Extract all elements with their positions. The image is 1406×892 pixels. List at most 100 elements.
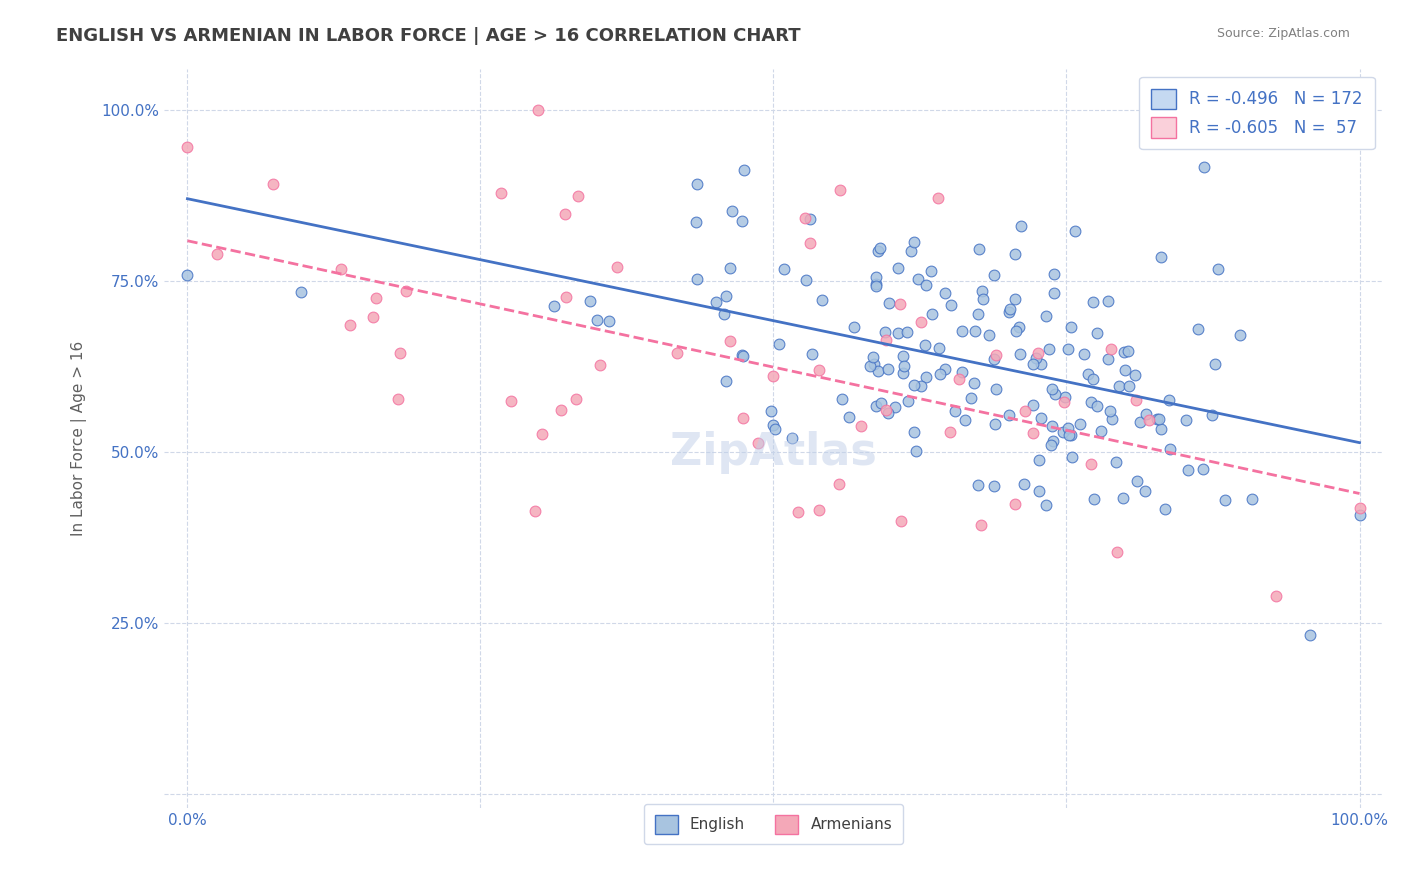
Point	[565, 392, 588, 407]
Point	[929, 367, 952, 381]
Point	[1157, 392, 1180, 407]
Y-axis label: In Labor Force | Age > 16: In Labor Force | Age > 16	[72, 341, 87, 536]
Point	[910, 315, 932, 329]
Point	[731, 349, 754, 363]
Point	[1052, 395, 1074, 409]
Point	[905, 444, 928, 458]
Point	[1035, 309, 1057, 323]
Point	[747, 436, 769, 450]
Point	[1083, 295, 1105, 310]
Point	[731, 348, 754, 362]
Point	[873, 326, 896, 340]
Point	[1192, 161, 1215, 175]
Point	[1069, 417, 1091, 431]
Point	[875, 402, 897, 417]
Point	[1005, 325, 1028, 339]
Point	[1022, 426, 1045, 441]
Point	[1073, 347, 1095, 361]
Point	[713, 307, 735, 321]
Point	[550, 402, 572, 417]
Point	[984, 382, 1007, 396]
Point	[567, 188, 589, 202]
Point	[526, 103, 548, 117]
Point	[1010, 347, 1032, 361]
Point	[1146, 411, 1168, 425]
Point	[896, 325, 918, 339]
Point	[262, 177, 284, 191]
Point	[948, 372, 970, 386]
Point	[939, 425, 962, 439]
Point	[1039, 438, 1062, 452]
Point	[838, 409, 860, 424]
Point	[941, 298, 963, 312]
Point	[1057, 427, 1080, 442]
Point	[979, 327, 1001, 342]
Point	[862, 350, 884, 364]
Point	[531, 426, 554, 441]
Point	[891, 367, 914, 381]
Point	[966, 478, 988, 492]
Point	[1008, 320, 1031, 334]
Point	[686, 178, 709, 192]
Point	[1010, 219, 1032, 234]
Point	[828, 183, 851, 197]
Point	[387, 392, 409, 406]
Point	[1042, 382, 1064, 396]
Point	[808, 363, 831, 377]
Point	[1101, 412, 1123, 426]
Point	[828, 477, 851, 491]
Point	[983, 268, 1005, 283]
Point	[1153, 501, 1175, 516]
Point	[389, 345, 412, 359]
Point	[887, 326, 910, 341]
Point	[733, 162, 755, 177]
Point	[799, 235, 821, 250]
Point	[733, 411, 755, 425]
Point	[865, 399, 887, 413]
Point	[1112, 491, 1135, 505]
Point	[869, 241, 891, 255]
Point	[1021, 357, 1043, 371]
Point	[1080, 457, 1102, 471]
Point	[983, 352, 1005, 367]
Point	[875, 333, 897, 347]
Point	[1150, 250, 1173, 264]
Point	[762, 368, 785, 383]
Point	[1085, 326, 1108, 340]
Point	[768, 337, 790, 351]
Point	[965, 324, 987, 338]
Point	[1123, 368, 1146, 382]
Point	[339, 318, 361, 332]
Point	[720, 260, 742, 275]
Point	[897, 393, 920, 408]
Point	[499, 394, 522, 409]
Point	[877, 296, 900, 310]
Point	[1125, 392, 1147, 407]
Point	[1076, 367, 1098, 381]
Point	[665, 346, 688, 360]
Point	[731, 213, 754, 227]
Point	[1147, 412, 1170, 426]
Point	[554, 290, 576, 304]
Point	[579, 294, 602, 309]
Point	[361, 310, 384, 324]
Point	[883, 401, 905, 415]
Point	[934, 285, 956, 300]
Point	[1299, 628, 1322, 642]
Point	[877, 407, 900, 421]
Point	[998, 408, 1021, 422]
Point	[877, 361, 900, 376]
Point	[1052, 425, 1074, 439]
Point	[890, 514, 912, 528]
Point	[1135, 407, 1157, 421]
Point	[1004, 498, 1026, 512]
Point	[762, 417, 785, 432]
Point	[1108, 378, 1130, 392]
Point	[1014, 404, 1036, 418]
Point	[554, 207, 576, 221]
Point	[176, 140, 198, 154]
Point	[914, 277, 936, 292]
Point	[950, 324, 973, 338]
Point	[966, 307, 988, 321]
Point	[543, 299, 565, 313]
